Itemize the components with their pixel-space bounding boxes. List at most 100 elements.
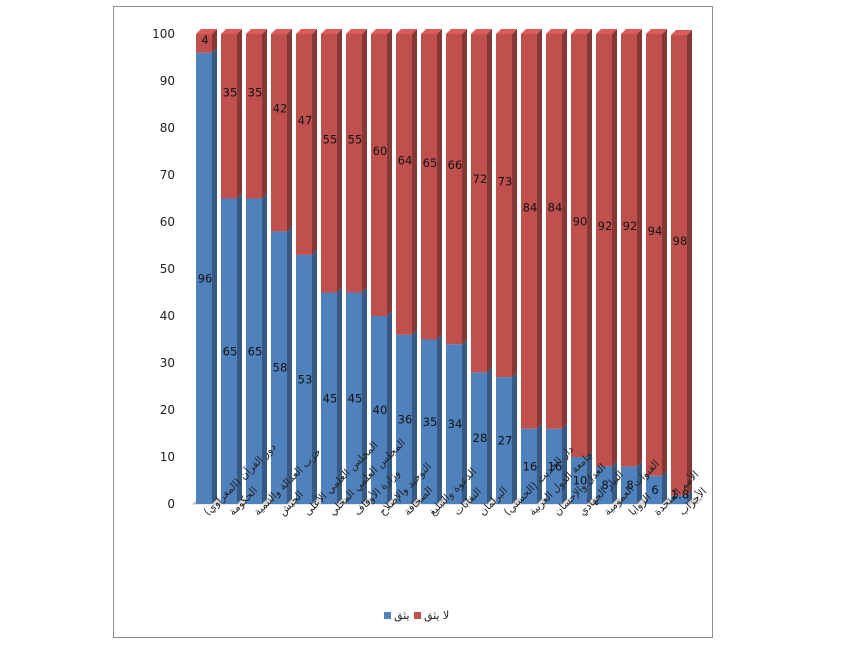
bars-layer: 96 4 65 35 65 35 58 42 53 47 45 55 45 55 40 60 36 64 35 65 3… — [192, 29, 703, 505]
bar-segment-distrust — [671, 29, 692, 496]
bar-side — [487, 367, 492, 504]
bar-top — [621, 29, 642, 34]
bar-segment-trust — [671, 490, 692, 504]
bar-segment-distrust — [221, 29, 242, 199]
bar-side — [637, 461, 642, 504]
bar-front — [546, 428, 562, 504]
bar-segment-distrust — [396, 29, 417, 335]
y-tick-label: 10 — [160, 450, 175, 464]
data-label-trust: 35 — [423, 415, 438, 429]
bar-front — [521, 34, 537, 429]
bar-side — [512, 372, 517, 504]
bar-top — [671, 29, 692, 35]
data-label-distrust: 65 — [423, 156, 438, 170]
legend-label-distrust: لا يثق — [424, 609, 449, 623]
chart-frame: 0 10 20 30 40 50 60 70 80 90 100 96 4 65 35 65 35 58 42 53… — [113, 6, 713, 638]
bar-front — [621, 466, 637, 504]
bar-front — [396, 334, 412, 504]
data-label-distrust: 64 — [398, 153, 413, 167]
bar-segment-distrust — [646, 29, 667, 476]
data-label-distrust: 90 — [573, 215, 588, 229]
bar-segment-trust — [621, 461, 642, 504]
bar-side — [437, 334, 442, 504]
legend: يثق لا يثق — [384, 609, 449, 623]
bar-side — [337, 29, 342, 293]
bar-side — [212, 29, 217, 53]
y-tick-label: 60 — [160, 215, 175, 229]
bar-side — [212, 47, 217, 505]
bar-side — [687, 490, 692, 504]
bar-front — [346, 34, 362, 293]
bar-segment-trust — [271, 226, 292, 504]
data-label-distrust: 84 — [548, 200, 563, 214]
bar-side — [362, 287, 367, 504]
bar-segment-trust — [646, 470, 667, 504]
data-label-trust: 1.8 — [671, 488, 689, 502]
bar-side — [487, 29, 492, 373]
bar-segment-trust — [396, 329, 417, 504]
y-axis: 0 10 20 30 40 50 60 70 80 90 100 — [152, 27, 175, 511]
bar-side — [562, 29, 567, 429]
bar-segment-trust — [246, 193, 267, 504]
bar-front — [596, 466, 612, 504]
stacked-bar-chart: 0 10 20 30 40 50 60 70 80 90 100 96 4 65 35 65 35 58 42 53… — [152, 27, 709, 623]
bar-segment-trust — [496, 372, 517, 504]
bar-top — [346, 29, 367, 34]
data-label-trust: 16 — [548, 459, 563, 473]
bar-front — [471, 34, 487, 373]
data-label-distrust: 92 — [598, 219, 613, 233]
data-label-distrust: 42 — [273, 102, 288, 116]
bar-side — [462, 339, 467, 504]
bar-segment-distrust — [271, 29, 292, 232]
bar-segment-trust — [296, 249, 317, 504]
bar-side — [587, 452, 592, 504]
bar-segment-trust — [471, 367, 492, 504]
y-tick-label: 90 — [160, 74, 175, 88]
data-label-distrust: 35 — [248, 85, 263, 99]
bar-front — [371, 316, 387, 504]
bar-segment-trust — [221, 193, 242, 504]
bar-front — [446, 34, 462, 345]
bar-front — [521, 428, 537, 504]
bar-segment-distrust — [321, 29, 342, 293]
bar-front — [196, 52, 212, 505]
bar-side — [562, 423, 567, 504]
bar-segment-trust — [371, 311, 392, 504]
bar-segment-distrust — [246, 29, 267, 199]
bar-top — [471, 29, 492, 34]
legend-swatch-distrust — [414, 612, 421, 619]
bar-side — [662, 29, 667, 476]
data-label-distrust: 84 — [523, 200, 538, 214]
bar-front — [646, 475, 662, 504]
bar-front — [221, 34, 237, 199]
bar-side — [462, 29, 467, 345]
bar-side — [337, 287, 342, 504]
bar-front — [496, 377, 512, 504]
bar-top — [446, 29, 467, 34]
bar-front — [321, 34, 337, 293]
data-label-distrust: 73 — [498, 175, 513, 189]
bar-front — [621, 34, 637, 467]
bar-segment-distrust — [371, 29, 392, 316]
bar-top — [546, 29, 567, 34]
bar-side — [412, 329, 417, 504]
bar-side — [662, 470, 667, 504]
y-tick-label: 100 — [152, 27, 175, 41]
bar-side — [637, 29, 642, 467]
bar-top — [371, 29, 392, 34]
data-label-trust: 8 — [601, 478, 608, 492]
bar-top — [296, 29, 317, 34]
bar-front — [246, 198, 262, 504]
data-label-trust: 6 — [651, 483, 658, 497]
data-label-distrust: 92 — [623, 219, 638, 233]
bar-top — [496, 29, 517, 34]
bar-segment-trust — [321, 287, 342, 504]
bar-front — [571, 34, 587, 457]
bar-segment-distrust — [571, 29, 592, 457]
data-label-distrust: 60 — [373, 144, 388, 158]
y-tick-label: 20 — [160, 403, 175, 417]
legend-label-trust: يثق — [394, 609, 410, 623]
bar-top — [221, 29, 242, 34]
bar-side — [262, 29, 267, 199]
data-label-trust: 40 — [373, 403, 388, 417]
